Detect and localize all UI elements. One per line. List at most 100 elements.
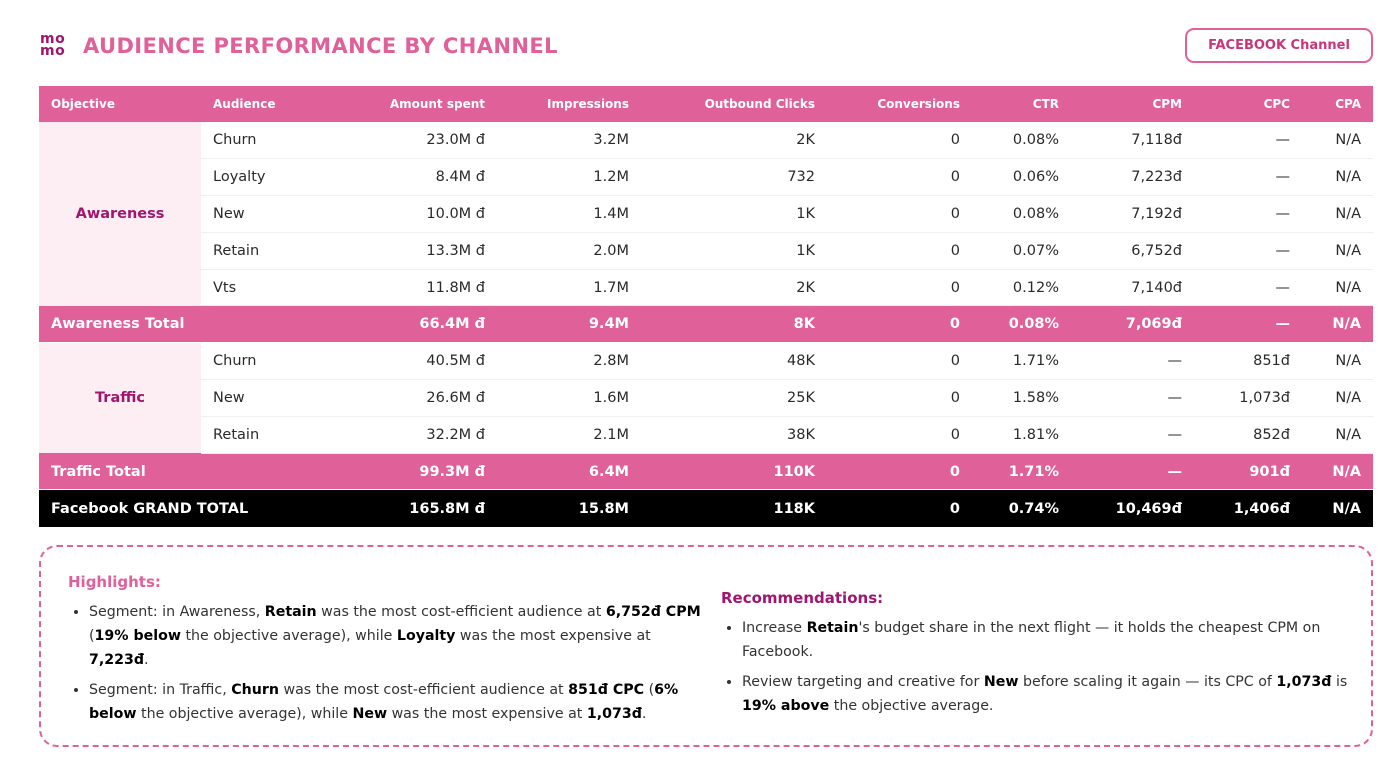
total-cell: 6.4M [497,453,641,491]
total-cell: 901đ [1194,453,1302,491]
table-cell: 0 [827,269,972,307]
highlights-title: Highlights: [68,573,161,591]
table-cell: 1,073đ [1194,379,1302,417]
total-cell: 99.3M đ [313,453,497,491]
column-header: Outbound Clicks [641,86,827,122]
grand-total-cell: 10,469đ [1071,489,1194,527]
recommendations-section: Recommendations: Increase Retain's budge… [721,589,1351,724]
body-text: Increase [742,620,807,636]
table-cell: 2K [641,269,827,307]
emphasis-text: 19% above [742,698,830,714]
column-header: Objective [39,86,201,122]
emphasis-text: 19% below [94,628,181,644]
table-cell: 7,192đ [1071,195,1194,233]
page-title: AUDIENCE PERFORMANCE BY CHANNEL [83,34,558,58]
audience-cell: New [201,195,313,233]
table-cell: 1.2M [497,158,641,197]
recommendation-item: Review targeting and creative for New be… [742,670,1351,718]
grand-total-label: Facebook GRAND TOTAL [39,489,313,527]
table-cell: — [1194,122,1302,160]
grand-total-cell: 118K [641,489,827,527]
table-cell: 852đ [1194,416,1302,454]
table-row: New 10.0M đ 1.4M 1K 0 0.08% 7,192đ — N/A [39,195,1373,233]
channel-button[interactable]: FACEBOOK Channel [1185,28,1373,63]
highlight-item: Segment: in Traffic, Churn was the most … [89,678,708,726]
highlights-list: Segment: in Awareness, Retain was the mo… [68,600,708,726]
grand-total-cell: 1,406đ [1194,489,1302,527]
emphasis-text: Loyalty [396,628,456,644]
table-cell: 0 [827,195,972,233]
body-text: ( [89,628,95,644]
table-cell: 1.71% [972,342,1071,381]
body-text: the objective average. [829,698,994,714]
table-cell: 23.0M đ [313,122,497,160]
total-cell: 110K [641,453,827,491]
total-row: Traffic Total 99.3M đ 6.4M 110K 0 1.71% —901đ N… [39,453,1373,491]
table-cell: 26.6M đ [313,379,497,417]
body-text: Segment: in Awareness, [89,604,265,620]
column-header: CPA [1302,86,1373,122]
emphasis-text: New [983,674,1019,690]
body-text: was the most cost-efficient audience at [316,604,606,620]
table-cell: N/A [1302,379,1373,417]
table-cell: — [1194,232,1302,270]
total-cell: 66.4M đ [313,305,497,344]
objective-cell: Traffic [39,342,201,454]
audience-cell: New [201,379,313,417]
body-text: 's budget share in the next flight — it … [742,620,1321,660]
table-header-row: Objective Audience Amount spent Impressi… [39,86,1373,122]
grand-total-row: Facebook GRAND TOTAL 165.8M đ 15.8M 118K 0 0.… [39,489,1373,527]
table-cell: 0 [827,416,972,454]
table-cell: 0.12% [972,269,1071,307]
table-cell: 0.07% [972,232,1071,270]
table-row: New 26.6M đ 1.6M 25K 0 1.58% —1,073đ N/A [39,379,1373,417]
table-cell: 38K [641,416,827,454]
highlight-item: Segment: in Awareness, Retain was the mo… [89,600,708,672]
body-text: . [641,706,647,722]
table-cell: 10.0M đ [313,195,497,233]
emphasis-text: 1,073đ [586,706,642,722]
table-cell: — [1071,342,1194,381]
table-cell: 0 [827,158,972,197]
table-cell: 48K [641,342,827,381]
table-cell: 1.4M [497,195,641,233]
recommendation-item: Increase Retain's budget share in the ne… [742,616,1351,664]
highlights-section: Highlights: Segment: in Awareness, Retai… [68,573,708,732]
table-cell: — [1071,379,1194,417]
audience-cell: Churn [201,342,313,381]
emphasis-text: New [352,706,388,722]
objective-cell: Awareness [39,122,201,306]
body-text: before scaling it again — its CPC of [1018,674,1277,690]
insights-panel: Highlights: Segment: in Awareness, Retai… [39,545,1373,747]
logo-line-2: mo [40,43,66,59]
total-cell: — [1071,453,1194,491]
table-cell: 1.7M [497,269,641,307]
emphasis-text: Churn [231,682,279,698]
emphasis-text: Retain [806,620,859,636]
momo-logo: mo mo [40,31,70,59]
total-cell: 9.4M [497,305,641,344]
table-cell: N/A [1302,232,1373,270]
grand-total-cell: 0.74% [972,489,1071,527]
table-cell: N/A [1302,342,1373,381]
table-cell: 40.5M đ [313,342,497,381]
column-header: CTR [972,86,1071,122]
table-cell: — [1194,269,1302,307]
table-cell: 0.08% [972,122,1071,160]
body-text: was the most expensive at [455,628,651,644]
column-header: Conversions [827,86,972,122]
table-cell: 0.08% [972,195,1071,233]
grand-total-cell: N/A [1302,489,1373,527]
table-cell: 1K [641,232,827,270]
audience-cell: Loyalty [201,158,313,197]
table-cell: 3.2M [497,122,641,160]
table-cell: 11.8M đ [313,269,497,307]
table-cell: 1K [641,195,827,233]
audience-cell: Vts [201,269,313,307]
total-row: Awareness Total 66.4M đ 9.4M 8K 0 0.08% 7,069đ… [39,305,1373,344]
table-cell: 2.0M [497,232,641,270]
table-row: Retain 32.2M đ 2.1M 38K 0 1.81% —852đ N/A [39,416,1373,454]
logo-line-1: mo [40,31,66,47]
body-text: Review targeting and creative for [742,674,984,690]
emphasis-text: 7,223đ [89,652,145,668]
